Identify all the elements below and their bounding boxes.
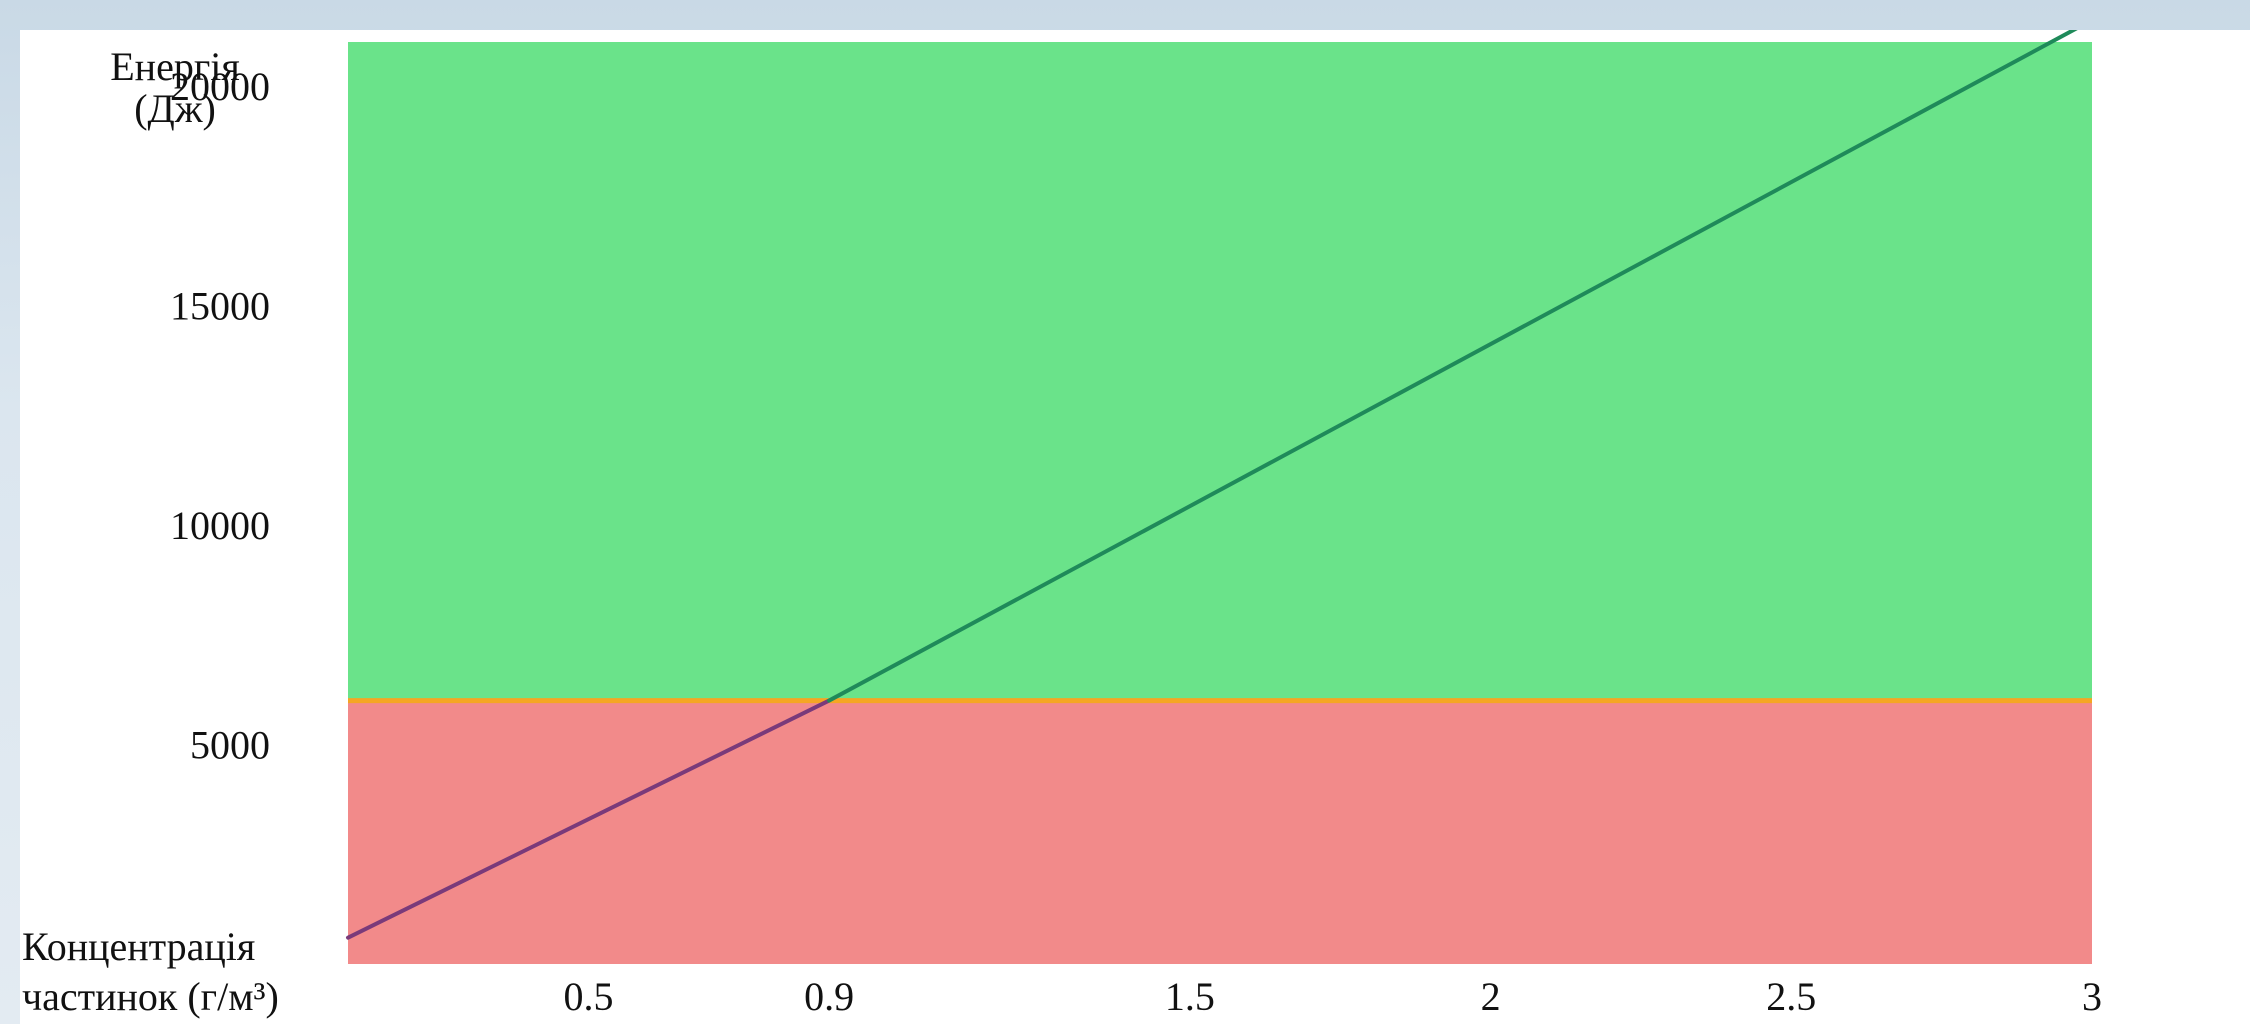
y-tick-label: 10000 (170, 503, 270, 548)
x-axis-title-line1: Концентрація (22, 924, 255, 969)
x-tick-label: 1.5 (1165, 974, 1215, 1019)
y-tick-label: 15000 (170, 283, 270, 328)
series-segment-0 (346, 698, 832, 940)
x-tick-label: 0.5 (564, 974, 614, 1019)
y-tick-label: 5000 (190, 722, 270, 767)
x-tick-label: 2 (1481, 974, 1501, 1019)
regions-layer (348, 42, 2092, 964)
x-tick-labels: 0.5 0.9 1.5 2 2.5 3 (564, 974, 2102, 1019)
x-tick-label: 3 (2082, 974, 2102, 1019)
y-tick-labels: 5000 10000 15000 20000 (170, 64, 270, 768)
chart-canvas: 5000 10000 15000 20000 0.5 0.9 1.5 2 2.5 3 Енерг… (20, 30, 2250, 1024)
series-segment-1 (827, 30, 2078, 703)
y-tick-label: 20000 (170, 64, 270, 109)
region-above-threshold (348, 42, 2092, 701)
y-axis-title-line2: (Дж) (134, 86, 216, 131)
series-layer (346, 30, 2078, 940)
energy-concentration-chart: 5000 10000 15000 20000 0.5 0.9 1.5 2 2.5 3 Енерг… (22, 30, 2102, 1019)
x-tick-label: 2.5 (1766, 974, 1816, 1019)
x-tick-label-highlight: 0.9 (804, 974, 854, 1019)
region-below-threshold (348, 700, 2092, 964)
y-axis-title-line1: Енергія (110, 44, 240, 89)
x-axis-title-line2: частинок (г/м³) (22, 974, 279, 1019)
